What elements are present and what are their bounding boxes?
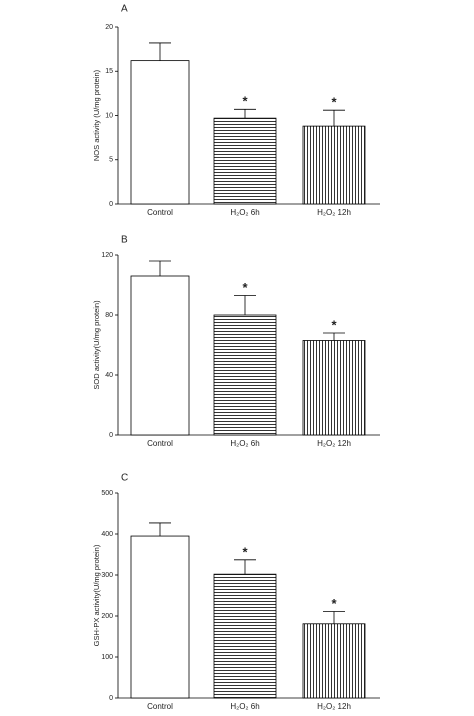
y-axis-label: SOD activity(U/mg protein) [92, 300, 101, 390]
x-tick-label: H₂O₂ 12h [317, 702, 351, 711]
significance-marker: * [242, 94, 248, 109]
y-tick-label: 500 [101, 490, 113, 497]
y-tick-label: 200 [101, 613, 113, 620]
y-tick-label: 10 [105, 112, 113, 119]
y-tick-label: 5 [109, 157, 113, 164]
y-tick-label: 100 [101, 654, 113, 661]
y-tick-label: 0 [109, 695, 113, 702]
significance-marker: * [331, 317, 337, 332]
bar [213, 314, 277, 436]
x-tick-label: Control [147, 702, 173, 711]
y-tick-label: 0 [109, 432, 113, 439]
y-tick-label: 0 [109, 201, 113, 208]
bar [302, 125, 366, 205]
y-tick-label: 400 [101, 531, 113, 538]
bar [302, 623, 366, 699]
y-axis-label: GSH-PX activity(U/mg protein) [92, 544, 101, 646]
bar [213, 117, 277, 205]
x-tick-label: H₂O₂ 6h [230, 208, 259, 217]
x-tick-label: H₂O₂ 6h [230, 702, 259, 711]
bar [213, 573, 277, 699]
panel-label: C [121, 473, 128, 484]
y-tick-label: 40 [105, 372, 113, 379]
x-tick-label: H₂O₂ 6h [230, 439, 259, 448]
y-tick-label: 80 [105, 312, 113, 319]
significance-marker: * [331, 95, 337, 110]
x-tick-label: H₂O₂ 12h [317, 208, 351, 217]
x-tick-label: Control [147, 439, 173, 448]
y-tick-label: 300 [101, 572, 113, 579]
x-tick-label: Control [147, 208, 173, 217]
significance-marker: * [331, 596, 337, 611]
bar [130, 60, 190, 205]
significance-marker: * [242, 280, 248, 295]
panel-label: A [121, 4, 128, 15]
bar [130, 535, 190, 699]
bar [130, 275, 190, 436]
y-axis-label: NOS activity (U/mg protein) [92, 69, 101, 161]
x-tick-label: H₂O₂ 12h [317, 439, 351, 448]
y-tick-label: 20 [105, 24, 113, 31]
y-tick-label: 15 [105, 68, 113, 75]
y-tick-label: 120 [101, 252, 113, 259]
bar [302, 340, 366, 436]
significance-marker: * [242, 544, 248, 559]
panel-label: B [121, 235, 128, 246]
